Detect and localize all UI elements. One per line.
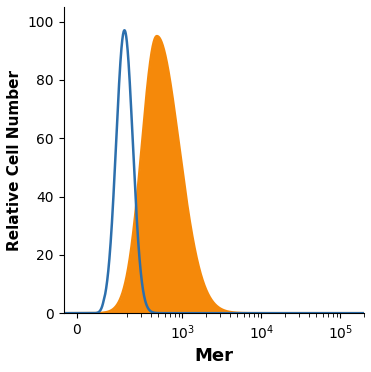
Y-axis label: Relative Cell Number: Relative Cell Number — [7, 70, 22, 251]
X-axis label: Mer: Mer — [194, 347, 233, 365]
